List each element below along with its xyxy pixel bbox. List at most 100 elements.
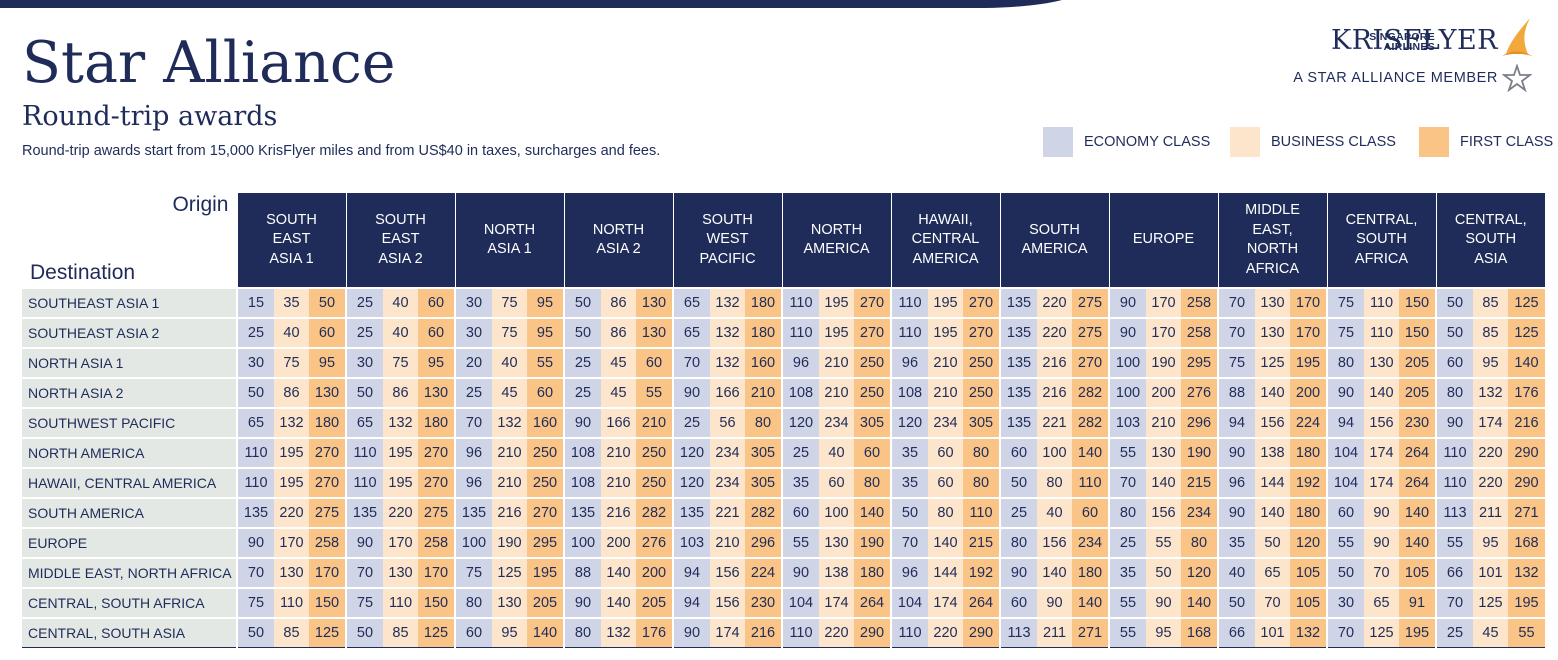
business-miles-cell: 132 (274, 407, 309, 439)
first-miles-cell: 170 (309, 557, 346, 589)
business-miles-cell: 190 (1146, 347, 1181, 379)
business-miles-cell: 220 (383, 497, 418, 529)
economy-miles-cell: 110 (1435, 437, 1473, 469)
first-miles-cell: 176 (636, 617, 673, 648)
first-miles-cell: 180 (745, 317, 782, 349)
economy-miles-cell: 135 (563, 497, 601, 529)
business-miles-cell: 195 (819, 287, 854, 319)
economy-miles-cell: 90 (236, 527, 274, 559)
destination-cell: CENTRAL, SOUTH ASIA (22, 617, 237, 648)
business-miles-cell: 60 (819, 467, 854, 499)
first-miles-cell: 130 (309, 377, 346, 409)
economy-miles-cell: 55 (1108, 587, 1146, 619)
business-miles-cell: 170 (274, 527, 309, 559)
first-miles-cell: 170 (1290, 317, 1327, 349)
first-miles-cell: 180 (854, 557, 891, 589)
table-row: SOUTHEAST ASIA 2 25 40 60 25 40 60 30 75 95 50 86 13… (22, 317, 1545, 349)
business-miles-cell: 156 (1037, 527, 1072, 559)
economy-miles-cell: 104 (890, 587, 928, 619)
first-miles-cell: 168 (1181, 617, 1218, 648)
business-miles-cell: 101 (1473, 557, 1508, 589)
business-miles-cell: 170 (383, 527, 418, 559)
business-miles-cell: 60 (928, 467, 963, 499)
business-miles-cell: 40 (492, 347, 527, 379)
economy-miles-cell: 60 (454, 617, 492, 648)
economy-miles-cell: 35 (1108, 557, 1146, 589)
business-miles-cell: 75 (492, 287, 527, 319)
first-miles-cell: 192 (963, 557, 1000, 589)
economy-miles-cell: 90 (999, 557, 1037, 589)
business-miles-cell: 210 (492, 467, 527, 499)
business-miles-cell: 70 (1364, 557, 1399, 589)
economy-miles-cell: 35 (890, 467, 928, 499)
business-miles-cell: 40 (1037, 497, 1072, 529)
business-miles-cell: 216 (601, 497, 636, 529)
economy-miles-cell: 90 (563, 407, 601, 439)
economy-miles-cell: 108 (890, 377, 928, 409)
business-miles-cell: 220 (928, 617, 963, 648)
first-miles-cell: 160 (745, 347, 782, 379)
economy-miles-cell: 50 (890, 497, 928, 529)
business-miles-cell: 40 (819, 437, 854, 469)
business-miles-cell: 140 (928, 527, 963, 559)
business-miles-cell: 60 (928, 437, 963, 469)
economy-miles-cell: 35 (890, 437, 928, 469)
business-miles-cell: 210 (601, 437, 636, 469)
economy-miles-cell: 70 (345, 557, 383, 589)
economy-miles-cell: 75 (236, 587, 274, 619)
business-miles-cell: 130 (1364, 347, 1399, 379)
economy-miles-cell: 110 (345, 437, 383, 469)
first-miles-cell: 210 (636, 407, 673, 439)
business-miles-cell: 234 (710, 467, 745, 499)
first-miles-cell: 95 (418, 347, 455, 379)
origin-axis-label: Origin (172, 193, 229, 216)
first-miles-cell: 120 (1290, 527, 1327, 559)
first-miles-cell: 270 (527, 497, 564, 529)
business-miles-cell: 132 (1473, 377, 1508, 409)
first-miles-cell: 270 (963, 287, 1000, 319)
economy-miles-cell: 75 (345, 587, 383, 619)
first-miles-cell: 60 (854, 437, 891, 469)
economy-miles-cell: 20 (454, 347, 492, 379)
destination-cell: SOUTHWEST PACIFIC (22, 407, 237, 439)
origin-header: HAWAII, CENTRAL AMERICA (890, 193, 1000, 288)
economy-miles-cell: 94 (672, 587, 710, 619)
economy-miles-cell: 110 (890, 617, 928, 648)
page-tagline: Round-trip awards start from 15,000 Kris… (22, 143, 661, 159)
business-miles-cell: 200 (1146, 377, 1181, 409)
table-row: EUROPE 90 170 258 90 170 258 100 190 295 100 200 276… (22, 527, 1545, 559)
economy-miles-cell: 25 (1108, 527, 1146, 559)
first-miles-cell: 132 (1508, 557, 1545, 589)
first-miles-cell: 60 (309, 317, 346, 349)
business-miles-cell: 40 (274, 317, 309, 349)
origin-header: NORTH ASIA 2 (563, 193, 673, 288)
first-miles-cell: 140 (854, 497, 891, 529)
economy-miles-cell: 25 (345, 287, 383, 319)
first-miles-cell: 282 (1072, 407, 1109, 439)
first-miles-cell: 180 (418, 407, 455, 439)
economy-miles-cell: 65 (236, 407, 274, 439)
business-miles-cell: 174 (819, 587, 854, 619)
business-miles-cell: 140 (1037, 557, 1072, 589)
first-miles-cell: 282 (1072, 377, 1109, 409)
business-miles-cell: 216 (1037, 377, 1072, 409)
economy-miles-cell: 15 (236, 287, 274, 319)
economy-miles-cell: 75 (454, 557, 492, 589)
economy-miles-cell: 120 (672, 437, 710, 469)
first-miles-cell: 60 (418, 287, 455, 319)
first-miles-cell: 150 (309, 587, 346, 619)
business-miles-cell: 156 (1364, 407, 1399, 439)
first-miles-cell: 270 (309, 437, 346, 469)
economy-miles-cell: 135 (999, 347, 1037, 379)
economy-miles-cell: 96 (454, 437, 492, 469)
economy-miles-cell: 80 (1326, 347, 1364, 379)
business-miles-cell: 125 (492, 557, 527, 589)
first-miles-cell: 234 (1181, 497, 1218, 529)
business-miles-cell: 130 (492, 587, 527, 619)
economy-miles-cell: 70 (1435, 587, 1473, 619)
first-miles-cell: 91 (1399, 587, 1436, 619)
business-miles-cell: 138 (1255, 437, 1290, 469)
business-miles-cell: 200 (601, 527, 636, 559)
business-miles-cell: 210 (819, 377, 854, 409)
legend-economy: ECONOMY CLASS (1043, 127, 1210, 157)
